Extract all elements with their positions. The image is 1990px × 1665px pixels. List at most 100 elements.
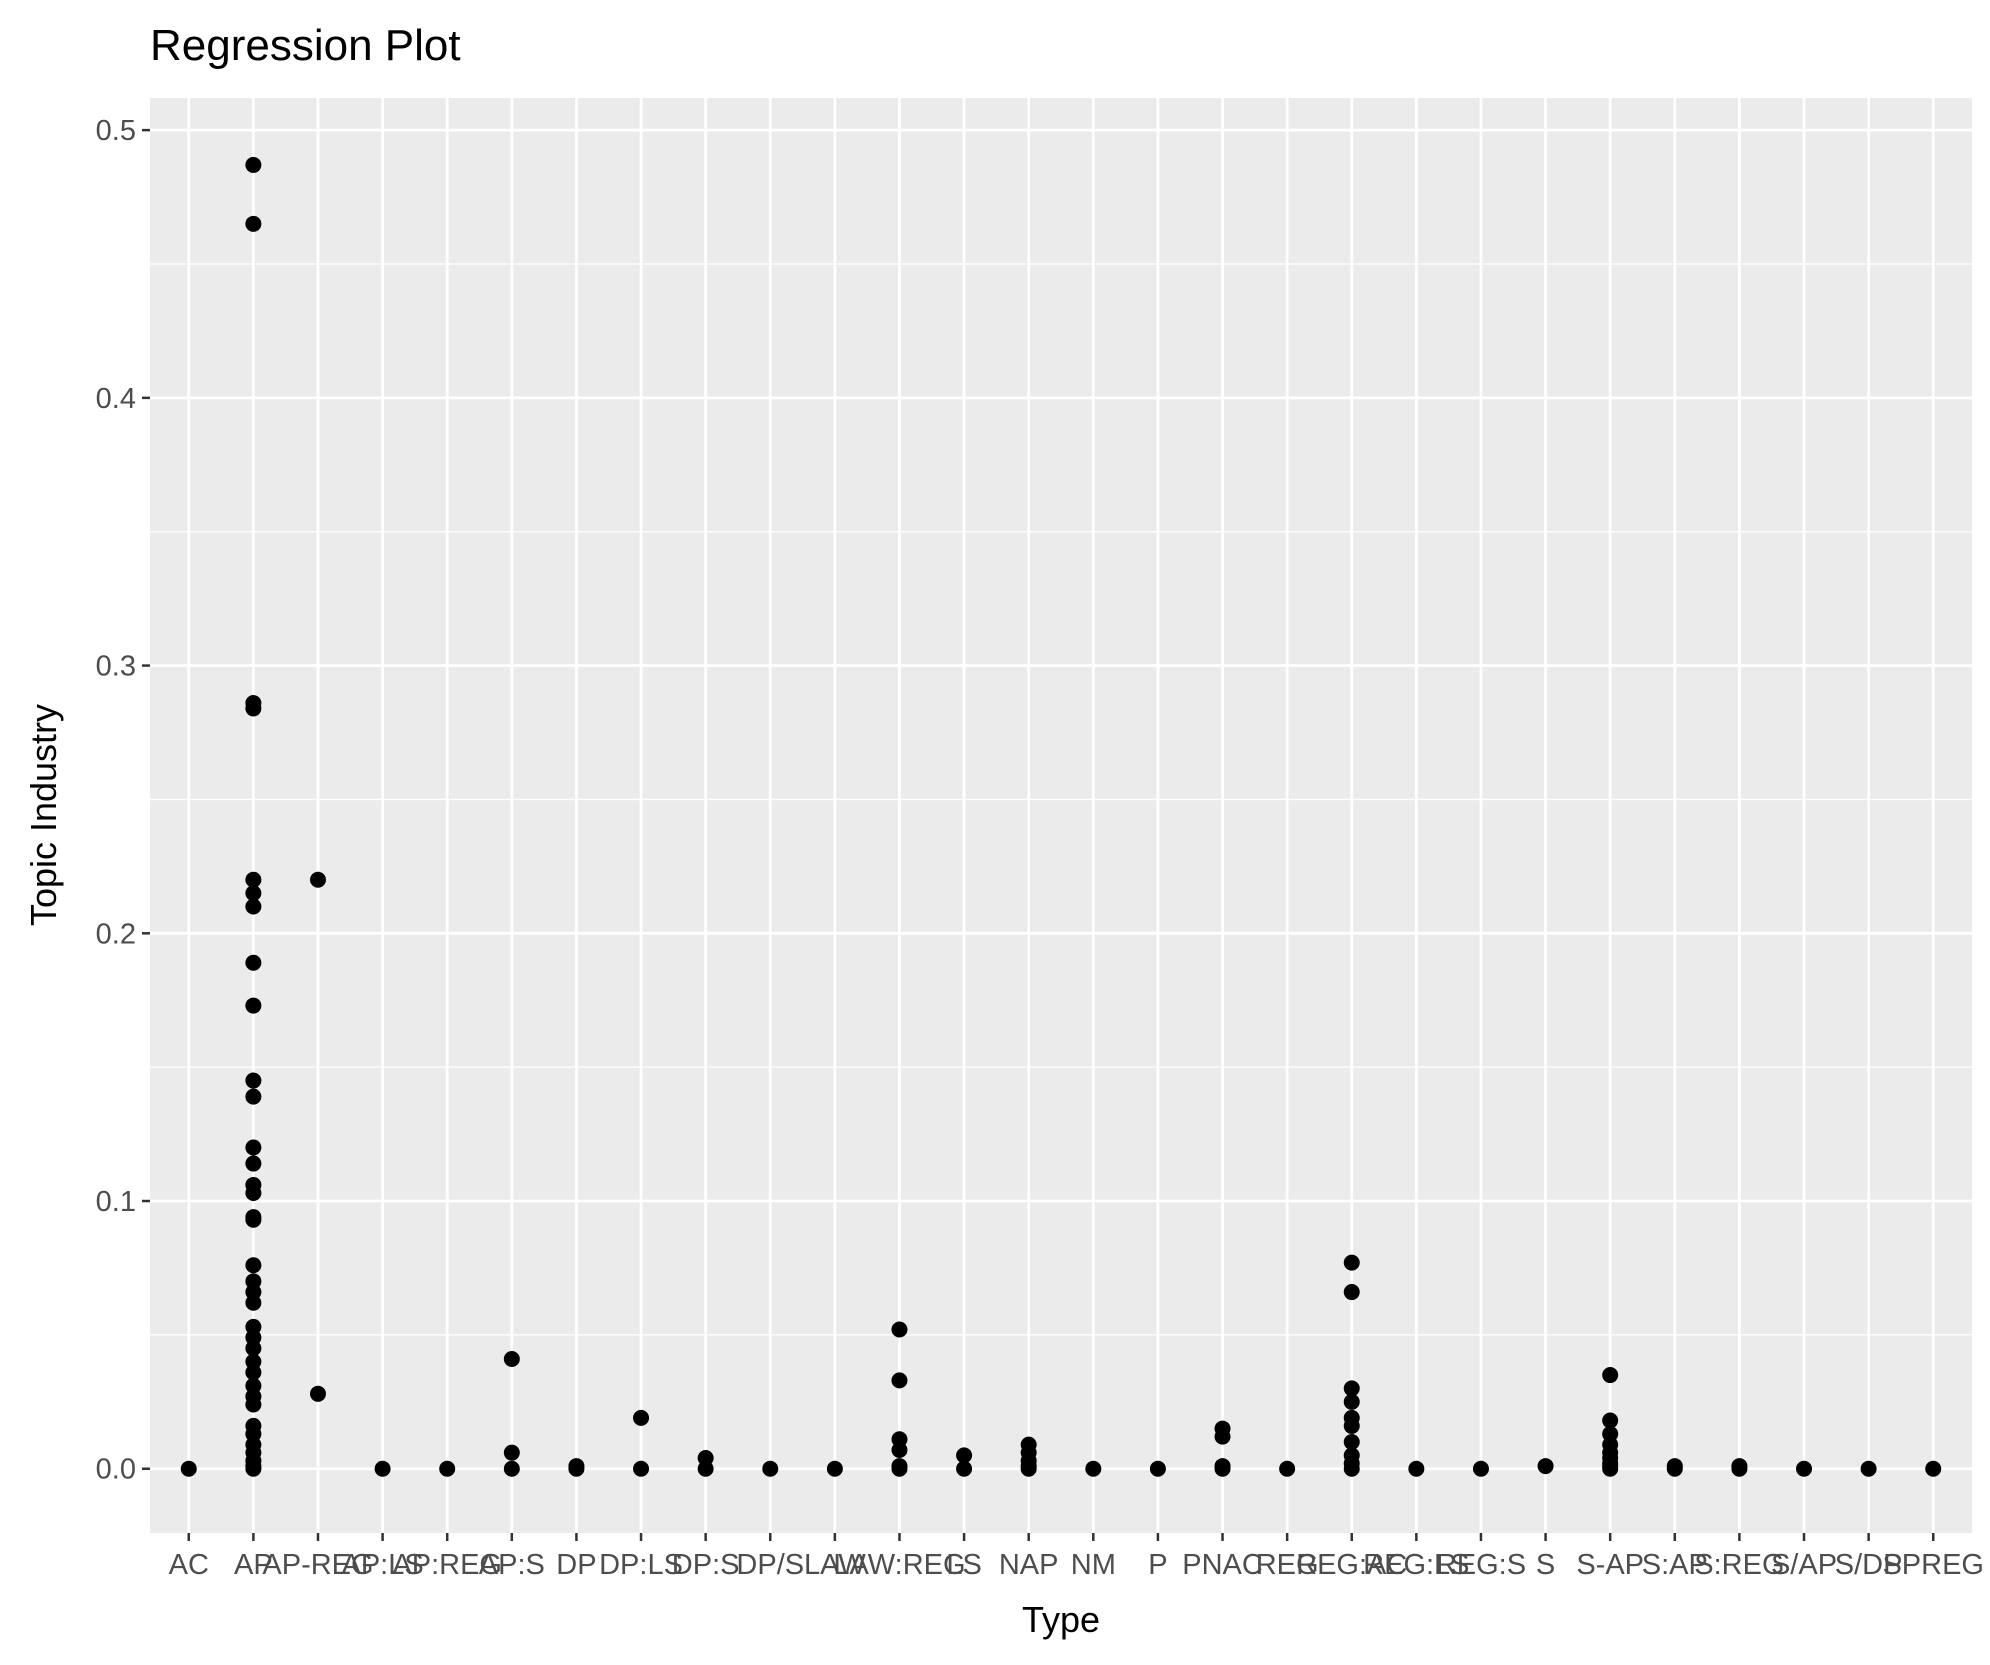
data-points: [180, 156, 1942, 1477]
data-point: [1796, 1460, 1813, 1477]
x-tick-label: S: [1536, 1549, 1555, 1581]
data-point: [1602, 1412, 1619, 1429]
x-axis-title: Type: [1022, 1599, 1100, 1640]
y-tick-label: 0.1: [96, 1186, 136, 1218]
data-point: [503, 1444, 520, 1461]
data-point: [245, 1340, 262, 1357]
data-point: [245, 1396, 262, 1413]
x-tick-label: AP: [234, 1549, 273, 1581]
data-point: [309, 871, 326, 888]
data-point: [245, 1139, 262, 1156]
minor-gridlines: [150, 263, 1972, 1336]
data-point: [891, 1460, 908, 1477]
data-point: [697, 1460, 714, 1477]
data-point: [1925, 1460, 1942, 1477]
data-point: [245, 871, 262, 888]
x-tick-label: REG:LS: [1363, 1549, 1469, 1581]
data-point: [1343, 1417, 1360, 1434]
data-point: [1343, 1254, 1360, 1271]
data-point: [1537, 1458, 1554, 1475]
x-tick-label: DP:LS: [599, 1549, 683, 1581]
data-point: [439, 1460, 456, 1477]
data-point: [1214, 1428, 1231, 1445]
data-point: [1149, 1460, 1166, 1477]
x-tick-label: REG:S: [1436, 1549, 1526, 1581]
data-point: [1214, 1460, 1231, 1477]
data-point: [245, 1460, 262, 1477]
x-tick-label: LAW:REG: [833, 1549, 965, 1581]
data-point: [309, 1385, 326, 1402]
data-point: [1731, 1460, 1748, 1477]
data-point: [762, 1460, 779, 1477]
data-point: [245, 997, 262, 1014]
x-tick-label: AP:S: [479, 1549, 545, 1581]
data-point: [245, 1294, 262, 1311]
data-point: [1343, 1284, 1360, 1301]
data-point: [1020, 1460, 1037, 1477]
x-tick-label: DP/S: [736, 1549, 804, 1581]
y-axis: 0.0 0.1 0.2 0.3 0.4 0.5: [96, 115, 150, 1486]
x-tick-label: LAW: [804, 1549, 866, 1581]
x-tick-label: REG:AC: [1296, 1549, 1407, 1581]
x-tick-label: LS: [946, 1549, 981, 1581]
data-point: [568, 1460, 585, 1477]
y-tick-label: 0.4: [96, 383, 136, 415]
data-point: [1343, 1380, 1360, 1397]
x-tick-label: S/AP: [1771, 1549, 1837, 1581]
x-tick-label: P: [1148, 1549, 1167, 1581]
data-point: [503, 1460, 520, 1477]
x-tick-label: NAP: [999, 1549, 1059, 1581]
data-point: [1472, 1460, 1489, 1477]
x-tick-label: S:AP: [1642, 1549, 1708, 1581]
x-tick-label: REG: [1256, 1549, 1319, 1581]
data-point: [1602, 1367, 1619, 1384]
data-point: [245, 1257, 262, 1274]
data-point: [1408, 1460, 1425, 1477]
data-point: [1860, 1460, 1877, 1477]
x-tick-label: DP: [556, 1549, 596, 1581]
data-point: [245, 215, 262, 232]
y-tick-label: 0.2: [96, 918, 136, 950]
data-point: [245, 1184, 262, 1201]
data-point: [180, 1460, 197, 1477]
data-point: [891, 1321, 908, 1338]
y-tick-label: 0.5: [96, 115, 136, 147]
x-tick-label: AP:REG: [392, 1549, 502, 1581]
x-tick-label: PNAC: [1182, 1549, 1263, 1581]
data-point: [1343, 1460, 1360, 1477]
x-tick-label: S/DP: [1835, 1549, 1903, 1581]
x-tick-label: S:REG: [1694, 1549, 1784, 1581]
data-point: [245, 1155, 262, 1172]
data-point: [245, 1364, 262, 1381]
data-point: [891, 1442, 908, 1459]
data-point: [245, 700, 262, 717]
data-point: [245, 1088, 262, 1105]
data-point: [1343, 1393, 1360, 1410]
y-tick-label: 0.0: [96, 1454, 136, 1486]
x-tick-label: S-AP: [1576, 1549, 1644, 1581]
data-point: [1343, 1433, 1360, 1450]
chart-title: Regression Plot: [150, 21, 461, 70]
data-point: [826, 1460, 843, 1477]
data-point: [956, 1447, 973, 1464]
data-point: [633, 1460, 650, 1477]
data-point: [245, 885, 262, 902]
x-tick-label: SPREG: [1882, 1549, 1984, 1581]
data-point: [956, 1460, 973, 1477]
data-point: [633, 1409, 650, 1426]
x-tick-label: NM: [1071, 1549, 1116, 1581]
data-point: [374, 1460, 391, 1477]
plot-panel: [150, 98, 1972, 1533]
data-point: [245, 1211, 262, 1228]
data-point: [245, 898, 262, 915]
data-point: [245, 954, 262, 971]
data-point: [891, 1372, 908, 1389]
data-point: [245, 1072, 262, 1089]
x-tick-label: AC: [169, 1549, 209, 1581]
data-point: [503, 1350, 520, 1367]
data-point: [245, 156, 262, 173]
data-point: [1279, 1460, 1296, 1477]
x-tick-label: AP:LS: [341, 1549, 423, 1581]
